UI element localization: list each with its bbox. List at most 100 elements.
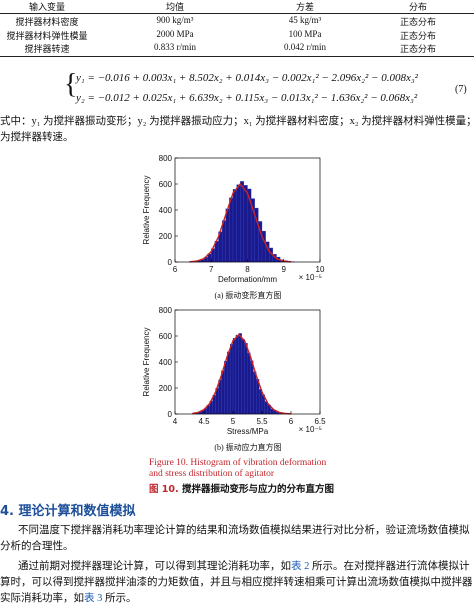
table-link[interactable]: 表 3: [84, 593, 103, 604]
table-cell: 搅拌器材料密度: [15, 17, 79, 27]
caption-en-line: Figure 10. Histogram of vibration deform…: [149, 458, 327, 468]
text: 实际消耗功率，如: [0, 593, 84, 604]
y-tick-label: 600: [159, 180, 173, 189]
histogram-bar: [241, 339, 245, 415]
histogram-bar: [247, 352, 251, 415]
paragraph-line: 不同温度下搅拌器消耗功率理论计算的结果和流场数值模拟结果进行对比分析，验证流场数…: [18, 525, 470, 536]
histogram-bar: [243, 185, 248, 263]
table-cell: 正态分布: [399, 17, 437, 27]
paragraph-line: 分析的合理性。: [0, 541, 74, 552]
histogram-bar: [229, 343, 234, 415]
brace: {: [64, 69, 78, 100]
x-multiplier: × 10⁻⁵: [299, 425, 322, 434]
x-tick-label: 10: [316, 265, 325, 274]
y-axis-label: Relative Frequency: [142, 176, 151, 245]
histogram-bar: [258, 389, 263, 415]
y-axis-label: Relative Frequency: [142, 328, 151, 397]
paragraph-line: 实际消耗功率，如表 3 所示。: [0, 590, 137, 605]
x-tick-label: 4: [173, 417, 178, 426]
section-heading: 4. 理论计算和数值模拟: [0, 500, 136, 519]
table-cell: 2000 MPa: [156, 28, 194, 39]
table-header: 输入变量: [28, 2, 66, 12]
x-tick-label: 8: [245, 265, 250, 274]
histogram-bar: [232, 189, 237, 263]
histogram-bar: [240, 181, 245, 263]
histogram-bar: [261, 230, 266, 263]
table-link[interactable]: 表 2: [291, 561, 310, 572]
equation-number: (7): [455, 84, 467, 95]
histogram-bar: [238, 333, 242, 415]
histogram-bar: [224, 360, 228, 415]
table-cell: 正态分布: [399, 30, 437, 41]
section-title: 理论计算和数值模拟: [18, 504, 136, 519]
table-rule: [0, 13, 474, 14]
text: 所示。在对搅拌器进行流体模拟计: [309, 561, 470, 572]
table-header: 均值: [165, 2, 185, 12]
section-number: 4.: [0, 504, 14, 519]
table-cell: 搅拌器转速: [24, 44, 70, 54]
histogram-bar: [250, 360, 254, 415]
y-tick-label: 600: [159, 332, 173, 341]
table-rule: [0, 56, 474, 57]
x-tick-label: 9: [282, 265, 287, 274]
histogram-bar: [225, 208, 230, 263]
paragraph-line: 算时，可以得到搅拌器搅拌油漆的力矩数值，并且与相应搅拌转速相乘可计算出流场数值模…: [0, 577, 473, 588]
caption-cn-label: 图 10.: [149, 484, 179, 495]
subcaption: (b) 振动应力直方图: [214, 443, 282, 452]
histogram-bar: [221, 220, 226, 263]
y-tick-label: 800: [159, 306, 173, 315]
fit-curve: [189, 182, 292, 263]
caption-en-line: and stress distribution of agitator: [149, 469, 275, 479]
table-cell: 正态分布: [399, 44, 437, 54]
table-cell: 0.833 r/min: [154, 42, 196, 52]
equation-line: y₁ = −0.016 + 0.003x₁ + 8.502x₂ + 0.014x…: [76, 72, 418, 84]
table-cell: 900 kg/m³: [156, 15, 194, 25]
caption-cn-text: 搅拌器振动变形与应力的分布直方图: [181, 484, 334, 495]
x-tick-label: 5.5: [256, 417, 268, 426]
y-tick-label: 0: [168, 258, 173, 267]
histogram-bar: [229, 197, 234, 263]
histogram-bar: [218, 379, 222, 415]
table-header: 分布: [408, 2, 428, 12]
text: 通过前期对搅拌器理论计算，可以得到其理论消耗功率，如: [18, 561, 291, 572]
equation-line: y₂ = −0.012 + 0.025x₁ + 6.639x₂ + 0.115x…: [76, 92, 418, 104]
histogram-bar: [236, 184, 241, 263]
text: 所示。: [102, 593, 137, 604]
histogram-bar: [227, 351, 231, 415]
y-tick-label: 800: [159, 154, 173, 163]
x-tick-label: 4.5: [198, 417, 210, 426]
y-tick-label: 400: [159, 206, 173, 215]
table-cell: 100 MPa: [288, 28, 322, 39]
histogram-bar: [244, 343, 248, 415]
y-tick-label: 400: [159, 358, 173, 367]
table-cell: 0.042 r/min: [284, 42, 326, 52]
caption-cn: 图 10. 搅拌器振动变形与应力的分布直方图: [149, 481, 334, 495]
histogram-bar: [221, 370, 225, 415]
definition-line: 为搅拌器转速。: [0, 132, 74, 143]
definition-line: 式中：y₁ 为搅拌器振动变形；y₂ 为搅拌器振动应力；x₁ 为搅拌器材料密度；x…: [0, 116, 474, 127]
fit-curve: [192, 333, 292, 415]
table-header: 方差: [295, 2, 315, 12]
x-tick-label: 6: [173, 265, 178, 274]
histogram-chart: 0 200 400 600 800 4 4.5 5 5.5 6 6.5× 10⁻⁵ Stress/MP…: [142, 306, 326, 436]
y-tick-label: 200: [159, 232, 173, 241]
x-axis-label: Deformation/mm: [218, 275, 277, 284]
table-cell: 搅拌器材料弹性模量: [6, 30, 88, 41]
histogram-bar: [232, 338, 237, 415]
histogram-bar: [235, 334, 239, 415]
histogram-bar: [253, 371, 257, 415]
subcaption: (a) 振动变形直方图: [214, 291, 282, 300]
x-tick-label: 6: [289, 417, 294, 426]
table-cell: 45 kg/m³: [288, 15, 322, 25]
x-tick-label: 7: [209, 265, 214, 274]
y-tick-label: 200: [159, 384, 173, 393]
paragraph-line: 通过前期对搅拌器理论计算，可以得到其理论消耗功率，如表 2 所示。在对搅拌器进行…: [18, 558, 470, 573]
x-multiplier: × 10⁻⁵: [299, 273, 322, 282]
caption-en: Figure 10. Histogram of vibration deform…: [149, 458, 326, 480]
x-tick-label: 6.5: [314, 417, 326, 426]
histogram-chart: 0 200 400 600 800 6 7 8 9 10× 10⁻⁵ Deformation/mm R…: [142, 154, 325, 284]
y-tick-label: 0: [168, 410, 173, 419]
x-axis-label: Stress/MPa: [227, 427, 269, 436]
x-tick-label: 5: [231, 417, 236, 426]
